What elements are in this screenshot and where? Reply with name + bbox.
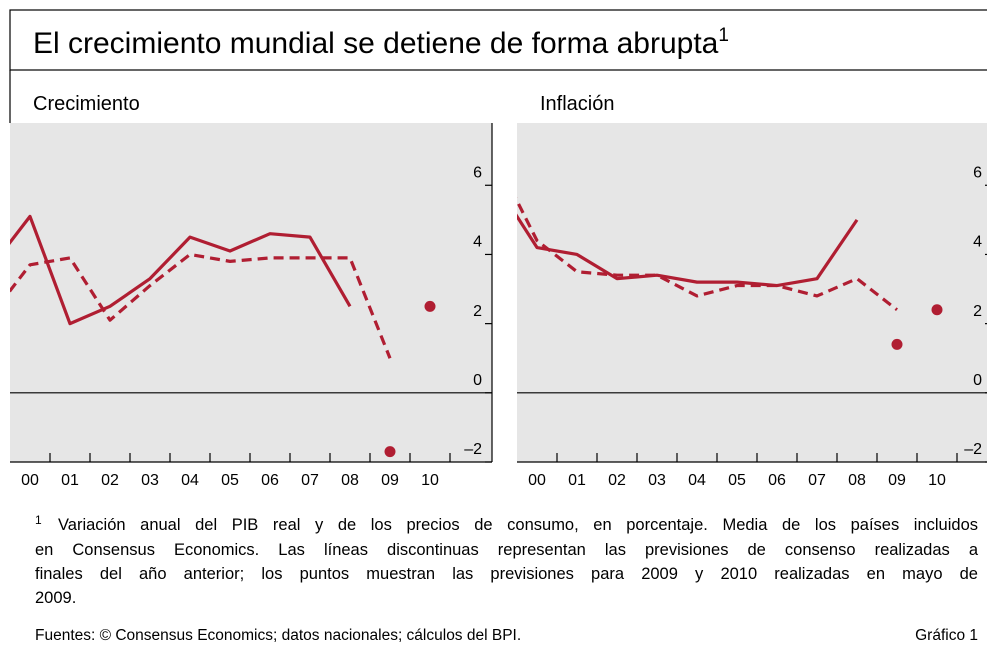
x-tick-label: 10 (928, 472, 946, 489)
y-tick-label: 0 (473, 372, 482, 389)
x-tick-label: 08 (848, 472, 866, 489)
x-tick-label: 04 (688, 472, 706, 489)
x-tick-label: 03 (141, 472, 159, 489)
plot-area (10, 123, 492, 462)
footnote-marker: 1 (35, 513, 42, 527)
x-tick-label: 05 (728, 472, 746, 489)
title-note: 1 (718, 25, 729, 46)
footnote-text: finales del año anterior; los puntos mue… (35, 565, 978, 583)
line (517, 213, 859, 288)
y-tick-label: –2 (964, 441, 982, 458)
y-tick-label: –2 (464, 441, 482, 458)
x-tick-label: 05 (221, 472, 239, 489)
x-tick-label: 01 (568, 472, 586, 489)
y-tick-label: 4 (973, 234, 982, 251)
x-tick-label: 07 (301, 472, 319, 489)
x-tick-label: 07 (808, 472, 826, 489)
figure-label: Gráfico 1 (915, 627, 978, 644)
panel-title: Crecimiento (33, 93, 140, 115)
y-tick-label: 6 (973, 164, 982, 181)
x-tick-label: 01 (61, 472, 79, 489)
title-text: El crecimiento mundial se detiene de for… (33, 27, 719, 60)
x-tick-label: 08 (341, 472, 359, 489)
footnote-text: Variación anual del PIB real y de los pr… (58, 516, 978, 534)
x-tick-label: 00 (528, 472, 546, 489)
x-tick-label: 09 (888, 472, 906, 489)
y-tick-label: 4 (473, 234, 482, 251)
panel-title: Inflación (540, 93, 615, 115)
y-tick-label: 2 (973, 303, 982, 320)
point (931, 304, 943, 316)
plot-content (517, 197, 987, 394)
x-tick-label: 03 (648, 472, 666, 489)
line (10, 214, 352, 326)
sources: Fuentes: © Consensus Economics; datos na… (35, 627, 522, 644)
dashed-line (517, 197, 898, 312)
x-tick-label: 09 (381, 472, 399, 489)
point (384, 446, 396, 458)
point (891, 338, 903, 350)
x-tick-label: 02 (101, 472, 119, 489)
y-tick-label: 2 (473, 303, 482, 320)
x-tick-label: 00 (21, 472, 39, 489)
x-tick-label: 04 (181, 472, 199, 489)
title-box (9, 9, 987, 71)
dashed-line (10, 252, 392, 359)
x-tick-label: 06 (261, 472, 279, 489)
chart-title: El crecimiento mundial se detiene de for… (33, 25, 729, 60)
point (424, 300, 436, 312)
y-tick-label: 6 (473, 164, 482, 181)
x-tick-label: 02 (608, 472, 626, 489)
plot-area (517, 123, 987, 462)
plot-content (10, 214, 492, 458)
footnote-text: 2009. (35, 589, 77, 607)
x-tick-label: 06 (768, 472, 786, 489)
footnote-text: en Consensus Economics. Las líneas disco… (35, 541, 978, 559)
footnote-line: 1 Variación anual del PIB real y de los p… (35, 508, 978, 537)
x-tick-label: 10 (421, 472, 439, 489)
y-tick-label: 0 (973, 372, 982, 389)
